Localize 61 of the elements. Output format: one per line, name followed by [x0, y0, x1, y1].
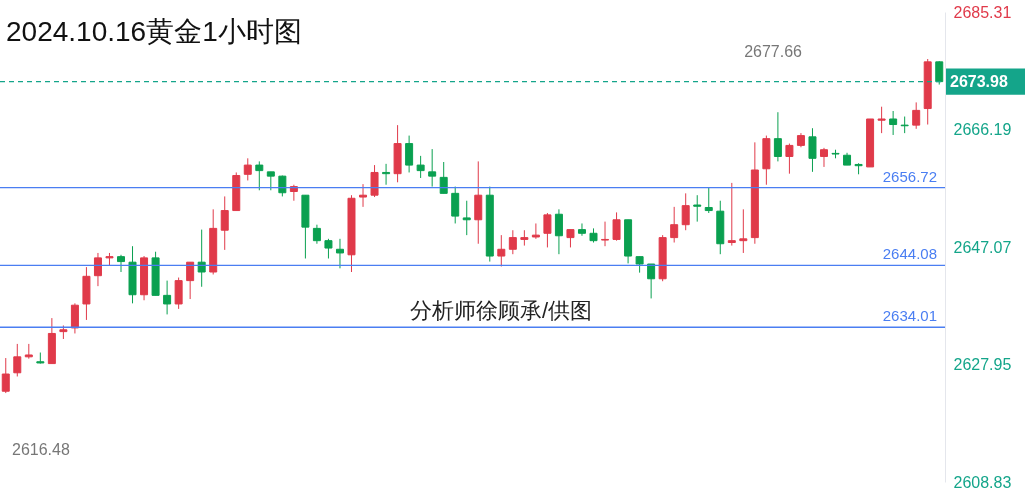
ref-line-label: 2644.08	[882, 245, 937, 263]
candlestick	[531, 222, 540, 240]
candlestick	[451, 186, 460, 224]
candlestick	[497, 234, 506, 267]
y-tick-label: 2666.19	[953, 121, 1012, 138]
candlestick	[819, 147, 828, 168]
candlestick	[508, 229, 517, 255]
candlestick	[877, 106, 886, 134]
candlestick	[163, 280, 172, 315]
chart-title: 2024.10.16黄金1小时图	[6, 16, 302, 47]
candlestick	[773, 111, 782, 162]
candlestick	[670, 206, 679, 244]
y-tick-label: 2627.95	[953, 356, 1012, 373]
y-tick-label: 2647.07	[953, 238, 1012, 256]
candlestick	[13, 343, 22, 377]
candlestick	[186, 261, 195, 300]
candlestick	[370, 164, 379, 198]
candlestick	[439, 161, 448, 194]
candlestick	[266, 171, 275, 191]
candlestick	[543, 212, 552, 248]
candlestick	[912, 101, 921, 130]
ref-line-label: 2673.98	[950, 72, 1008, 90]
candlestick	[935, 60, 944, 86]
annotation: 2616.48	[12, 441, 70, 458]
candlestick	[693, 194, 702, 223]
candlestick	[601, 221, 610, 247]
candlestick	[405, 135, 414, 173]
candlestick	[554, 208, 563, 255]
candlestick	[704, 187, 713, 214]
y-tick-label: 2608.83	[953, 473, 1012, 491]
candlestick	[220, 195, 229, 251]
candlestick	[312, 224, 321, 245]
candlestick	[889, 110, 898, 136]
candlestick	[359, 183, 368, 208]
candlestick	[174, 277, 183, 310]
candlestick	[785, 143, 794, 175]
candlestick	[1, 357, 10, 394]
candlestick	[739, 208, 748, 254]
annotation: 2677.66	[744, 43, 803, 60]
candlestick	[416, 155, 425, 179]
candlestick	[382, 163, 391, 186]
ref-line-label: 2634.01	[882, 307, 937, 325]
candlestick	[70, 302, 79, 334]
candlestick	[727, 182, 736, 247]
ref-line-label: 2656.72	[882, 167, 937, 185]
candlestick	[243, 157, 252, 181]
candlestick	[117, 254, 126, 273]
candlestick	[428, 148, 437, 188]
candlestick	[612, 211, 621, 242]
candlestick	[808, 127, 817, 173]
candlestick	[197, 229, 206, 288]
annotation: 分析师徐顾承/供图	[410, 298, 593, 323]
candlestick	[647, 263, 656, 299]
candlestick	[577, 222, 586, 237]
y-tick-label: 2685.31	[953, 3, 1012, 21]
candlestick	[93, 252, 102, 287]
candlestick	[681, 192, 690, 231]
candlestick	[335, 238, 344, 269]
candlestick	[324, 238, 333, 259]
candlestick	[255, 160, 264, 191]
candlestick	[462, 200, 471, 236]
